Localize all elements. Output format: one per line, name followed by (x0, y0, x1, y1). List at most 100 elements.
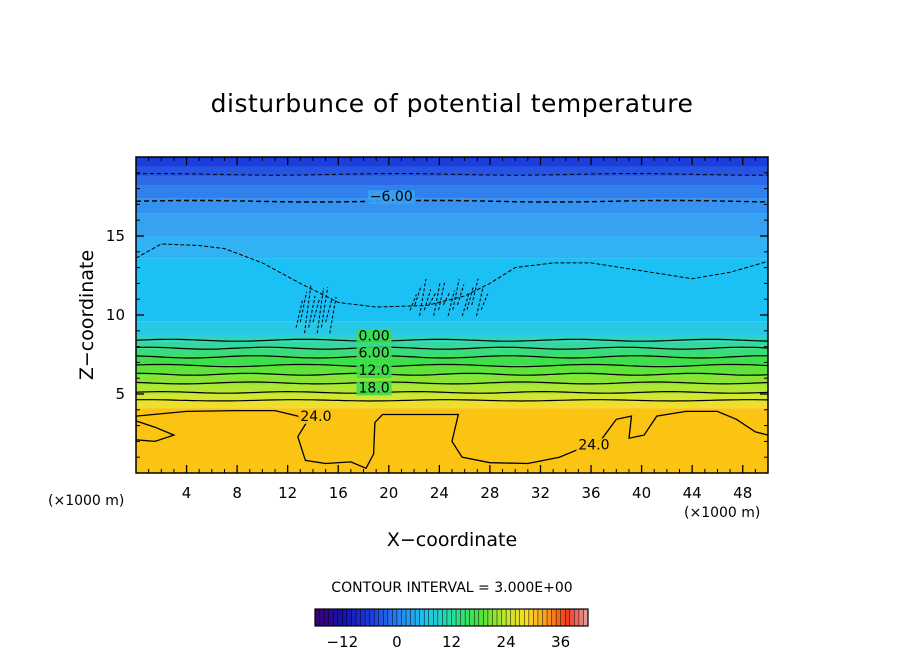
x-tick-label-32: 32 (531, 484, 550, 502)
x-tick-label-48: 48 (733, 484, 752, 502)
colorbar-cell-46 (524, 609, 530, 626)
contour-squiggle-1-2 (419, 278, 427, 316)
contour-squiggle-1-0 (409, 294, 417, 311)
colorbar-cell-35 (474, 609, 480, 626)
contour-squiggle-1-15 (480, 293, 489, 310)
colorbar-cell-39 (492, 609, 498, 626)
x-unit-left: (×1000 m) (48, 493, 124, 509)
contour-squiggle-1-13 (471, 278, 479, 306)
contour-squiggle-1-1 (414, 285, 422, 305)
contour-label-bg-5 (298, 409, 334, 424)
field-band-4 (136, 198, 768, 214)
y-axis-label: Z−coordinate (76, 250, 98, 380)
colorbar-cell-57 (574, 609, 580, 626)
colorbar-cell-29 (446, 609, 452, 626)
colorbar-cell-21 (410, 609, 416, 626)
contour-label-bg-1 (356, 329, 392, 344)
contour-squiggle-1-3 (423, 289, 432, 311)
x-tick-label-12: 12 (278, 484, 297, 502)
colorbar-cell-8 (351, 609, 357, 626)
field-band-10 (136, 341, 768, 349)
colorbar-cell-2 (324, 609, 329, 626)
colorbar-cell-53 (556, 609, 561, 626)
colorbar-cell-25 (428, 609, 434, 626)
colorbar-cell-55 (565, 609, 571, 626)
contour-solid-1 (136, 346, 768, 350)
colorbar-cell-12 (369, 609, 375, 626)
colorbar-cell-18 (396, 609, 402, 626)
contour-solid-2 (136, 355, 768, 359)
contour-label-4: 18.0 (358, 380, 389, 396)
contour-squiggle-0-3 (308, 295, 316, 328)
contour-squiggle-0-0 (295, 300, 303, 328)
colorbar-tick-label-0: −12 (326, 633, 358, 651)
contour-label-bg-4 (356, 381, 392, 396)
colorbar-cell-9 (355, 609, 361, 626)
contour-squiggle-0-6 (320, 287, 329, 328)
colorbar-cell-42 (506, 609, 511, 626)
colorbar-cell-34 (469, 609, 475, 626)
x-tick-label-20: 20 (379, 484, 398, 502)
colorbar-cell-54 (560, 609, 566, 626)
x-tick-label-44: 44 (683, 484, 702, 502)
contour-squiggle-1-12 (466, 286, 474, 310)
colorbar-cell-6 (342, 609, 348, 626)
contour-squiggle-1-4 (428, 293, 436, 306)
contour-squiggle-0-4 (312, 299, 320, 323)
contour-dashed-top (136, 173, 768, 176)
colorbar-cell-38 (487, 609, 493, 626)
y-tick-label-10: 10 (106, 306, 125, 324)
colorbar-cell-49 (537, 609, 543, 626)
colorbar-cell-11 (365, 609, 370, 626)
colorbar-cell-41 (501, 609, 507, 626)
colorbar-cell-14 (378, 609, 384, 626)
x-axis-label: X−coordinate (387, 529, 517, 551)
colorbar-cell-45 (519, 609, 525, 626)
x-axis-ticks: 4 8 12 16 20 24 28 32 36 40 44 48 (148, 157, 756, 502)
field-band-2 (136, 175, 768, 186)
colorbar-ticks: −12 0 12 24 36 (326, 633, 570, 651)
contour-squiggle-1-11 (461, 294, 470, 317)
contour-squiggle-1-5 (433, 281, 441, 316)
field-band-16 (136, 394, 768, 402)
contour-label-bg-3 (356, 364, 392, 379)
colorbar-cell-20 (406, 609, 411, 626)
field-band-9 (136, 335, 768, 342)
contour-label-6: 24.0 (578, 437, 609, 453)
colorbar-cell-58 (578, 609, 584, 626)
colorbar-cell-28 (442, 609, 448, 626)
colorbar-cell-52 (551, 609, 557, 626)
colorbar-cell-36 (478, 609, 484, 626)
field-band-12 (136, 356, 768, 366)
colorbar-cell-31 (456, 609, 461, 626)
colorbar-frame (314, 608, 589, 627)
x-tick-label-40: 40 (632, 484, 651, 502)
field-band-8 (136, 321, 768, 336)
contour-solid-6 (136, 390, 768, 394)
colorbar-cell-32 (460, 609, 466, 626)
contour-solid-3 (136, 363, 768, 368)
contour-squiggle-1-10 (457, 284, 465, 306)
colorbar-tick-label-3: 24 (497, 633, 516, 651)
colorbar-cell-16 (387, 609, 393, 626)
colorbar-cell-23 (419, 609, 425, 626)
colorbar-cell-51 (547, 609, 552, 626)
x-unit-right: (×1000 m) (684, 505, 760, 521)
colorbar-cell-30 (451, 609, 457, 626)
x-tick-label-4: 4 (182, 484, 192, 502)
contour-solid-0 (136, 338, 768, 342)
x-tick-label-36: 36 (581, 484, 600, 502)
contour-squiggle-0-5 (316, 288, 324, 334)
colorbar-cell-10 (360, 609, 366, 626)
x-tick-label-16: 16 (329, 484, 348, 502)
field-band-6 (136, 236, 768, 259)
contour-squiggle-0-1 (299, 291, 308, 323)
field-band-15 (136, 384, 768, 394)
contour-lines (136, 173, 768, 470)
colorbar-cell-1 (319, 609, 325, 626)
contour-solid-4 (136, 372, 768, 376)
contour-squiggle-1-7 (442, 292, 451, 306)
colorbar-cell-4 (333, 609, 339, 626)
